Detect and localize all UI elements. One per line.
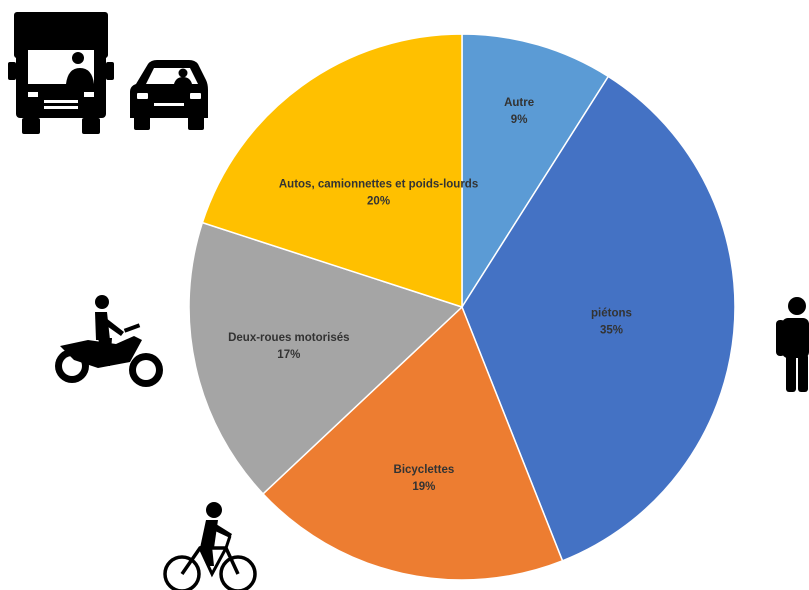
- pedestrian-icon: [776, 297, 809, 392]
- pie-slice-1: [461, 75, 736, 562]
- pie-slice-2: [261, 305, 564, 581]
- pie-slices: [188, 33, 736, 581]
- motorcycle-icon: [55, 295, 163, 387]
- pie-slice-3: [188, 221, 464, 495]
- slice-label-1: piétons 35%: [591, 308, 632, 337]
- pie-slice-0: [461, 33, 610, 310]
- slice-label-2: Bicyclettes 19%: [394, 464, 455, 493]
- slice-label-3: Deux-roues motorisés 17%: [228, 332, 349, 361]
- slice-labels: Autre 9% piétons 35% Bicyclettes 19% Deux-roue…: [228, 97, 632, 493]
- slice-label-4: Autos, camionnettes et poids-lourds 20%: [279, 179, 478, 208]
- truck-icon: [8, 12, 114, 134]
- slice-label-0: Autre 9%: [504, 97, 534, 126]
- car-icon: [130, 60, 208, 130]
- pie-slice-4: [201, 33, 463, 309]
- bicycle-icon: [163, 502, 257, 590]
